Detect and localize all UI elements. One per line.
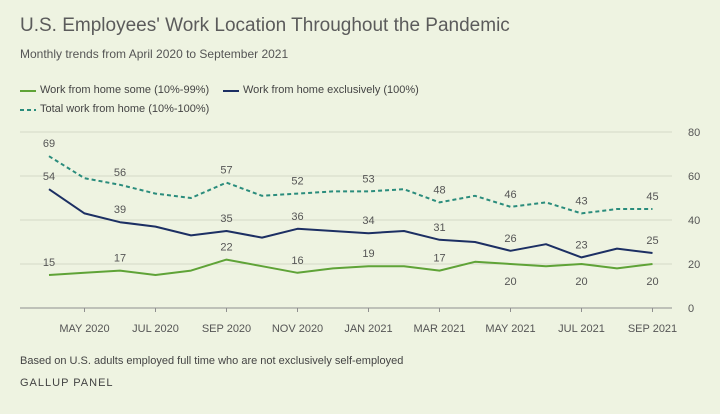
legend-label-exclusive: Work from home exclusively (100%)	[243, 84, 419, 96]
x-tick-label: JUL 2021	[558, 323, 605, 335]
data-label: 39	[114, 204, 126, 216]
data-label: 15	[43, 257, 55, 269]
x-tick-label: JUL 2020	[132, 323, 179, 335]
data-label: 35	[220, 213, 232, 225]
x-tick-label: SEP 2021	[628, 323, 677, 335]
x-tick-label: SEP 2020	[202, 323, 251, 335]
legend-label-some: Work from home some (10%-99%)	[40, 84, 210, 96]
data-label: 57	[220, 165, 232, 177]
series-line-2	[48, 155, 653, 215]
chart-subtitle: Monthly trends from April 2020 to Septem…	[20, 47, 289, 61]
y-tick-label: 40	[688, 215, 700, 227]
data-label: 36	[291, 211, 303, 223]
data-label: 56	[114, 167, 126, 179]
data-label: 34	[362, 215, 374, 227]
series-line-1	[48, 188, 653, 259]
legend-swatch-total	[20, 109, 36, 111]
x-tick-label: MAR 2021	[414, 323, 466, 335]
data-label: 17	[433, 253, 445, 265]
legend-swatch-some	[20, 90, 36, 92]
x-tick-label: JAN 2021	[344, 323, 392, 335]
x-tick-label: NOV 2020	[272, 323, 323, 335]
x-tick-label: MAY 2020	[59, 323, 109, 335]
data-label: 31	[433, 222, 445, 234]
data-label: 20	[575, 276, 587, 288]
x-tick-label: MAY 2021	[485, 323, 535, 335]
data-label: 69	[43, 138, 55, 150]
legend-swatch-exclusive	[223, 90, 239, 92]
data-label: 22	[220, 242, 232, 254]
data-label: 46	[504, 189, 516, 201]
data-label: 26	[504, 233, 516, 245]
data-label: 52	[291, 176, 303, 188]
data-label: 45	[646, 191, 658, 203]
chart-title: U.S. Employees' Work Location Throughout…	[20, 15, 510, 36]
data-label: 19	[362, 248, 374, 260]
series-line-0	[48, 258, 653, 276]
data-label: 20	[646, 276, 658, 288]
y-tick-label: 0	[688, 303, 694, 315]
y-tick-label: 20	[688, 259, 700, 271]
data-label: 17	[114, 253, 126, 265]
data-label: 54	[43, 171, 55, 183]
data-label: 43	[575, 195, 587, 207]
data-label: 23	[575, 239, 587, 251]
y-tick-label: 80	[688, 127, 700, 139]
data-label: 48	[433, 184, 445, 196]
data-label: 20	[504, 276, 516, 288]
source-label: GALLUP PANEL	[20, 377, 114, 389]
legend-label-total: Total work from home (10%-100%)	[40, 103, 210, 115]
data-label: 53	[362, 173, 374, 185]
data-label: 16	[291, 255, 303, 267]
footnote: Based on U.S. adults employed full time …	[20, 355, 404, 367]
y-tick-label: 60	[688, 171, 700, 183]
data-label: 25	[646, 235, 658, 247]
